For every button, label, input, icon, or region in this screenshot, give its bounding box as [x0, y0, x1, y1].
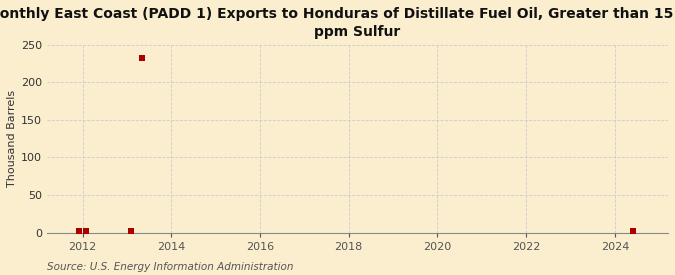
- Point: [126, 229, 136, 233]
- Point: [74, 229, 84, 233]
- Point: [136, 56, 147, 60]
- Y-axis label: Thousand Barrels: Thousand Barrels: [7, 90, 17, 187]
- Text: Source: U.S. Energy Information Administration: Source: U.S. Energy Information Administ…: [47, 262, 294, 272]
- Title: Monthly East Coast (PADD 1) Exports to Honduras of Distillate Fuel Oil, Greater : Monthly East Coast (PADD 1) Exports to H…: [0, 7, 675, 39]
- Point: [81, 229, 92, 233]
- Point: [628, 229, 639, 233]
